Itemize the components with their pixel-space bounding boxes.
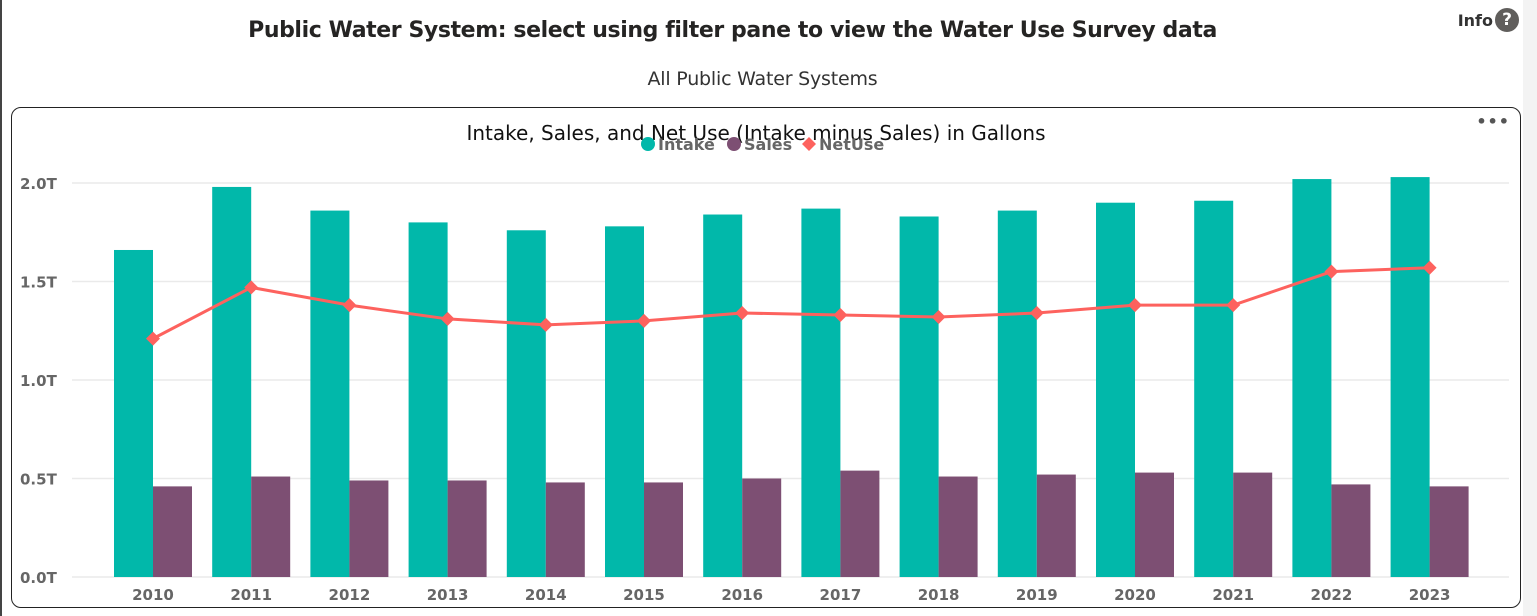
- x-tick-label: 2018: [918, 586, 960, 604]
- y-tick-label: 0.0T: [20, 569, 58, 587]
- x-tick-label: 2021: [1212, 586, 1254, 604]
- netuse-point: [735, 306, 750, 321]
- x-tick-label: 2022: [1311, 586, 1353, 604]
- bar-sales: [938, 476, 978, 577]
- bar-sales: [1429, 486, 1469, 577]
- legend-marker-netuse: [802, 137, 816, 151]
- ellipsis-icon[interactable]: •••: [1476, 112, 1510, 131]
- y-tick-label: 2.0T: [20, 175, 58, 193]
- netuse-point: [637, 313, 651, 328]
- x-tick-label: 2010: [132, 586, 174, 604]
- chart-title: Intake, Sales, and Net Use (Intake minus…: [466, 121, 1045, 145]
- netuse-point: [1128, 298, 1142, 313]
- legend-label-netuse: NetUse: [819, 135, 884, 154]
- bar-sales: [153, 486, 192, 577]
- x-tick-label: 2013: [427, 586, 469, 604]
- bar-intake: [703, 214, 743, 577]
- bars: [114, 177, 1469, 578]
- bar-sales: [447, 480, 487, 577]
- x-tick-label: 2023: [1409, 586, 1451, 604]
- netuse-polyline: [152, 266, 1430, 340]
- legend-label-sales: Sales: [744, 135, 792, 154]
- y-tick-label: 1.5T: [20, 274, 58, 292]
- netuse-point: [1029, 306, 1044, 321]
- y-tick-label: 0.5T: [20, 471, 58, 489]
- filter-pane-strip[interactable]: [1523, 0, 1537, 616]
- netuse-point: [244, 280, 259, 295]
- legend-marker-intake: [641, 137, 655, 151]
- bar-sales: [742, 478, 782, 577]
- bar-intake: [1292, 179, 1332, 577]
- bar-intake: [1096, 202, 1135, 577]
- x-tick-label: 2019: [1016, 586, 1058, 604]
- netuse-point: [1324, 264, 1339, 279]
- bar-intake: [310, 210, 350, 577]
- x-tick-label: 2017: [820, 586, 862, 604]
- combo-chart: Intake, Sales, and Net Use (Intake minus…: [20, 121, 1509, 604]
- bar-sales: [1135, 472, 1174, 577]
- bar-sales: [1233, 472, 1273, 577]
- chart-visual: ••• Intake, Sales, and Net Use (Intake m…: [11, 107, 1521, 608]
- bar-intake: [212, 186, 252, 577]
- bar-intake: [899, 216, 939, 577]
- netuse-point: [342, 298, 357, 313]
- x-tick-label: 2016: [721, 586, 763, 604]
- bar-intake: [997, 210, 1037, 577]
- bar-sales: [349, 480, 389, 577]
- bar-sales: [251, 476, 291, 577]
- bar-sales: [1331, 484, 1371, 577]
- y-axis: 0.0T 0.5T 1.0T 1.5T 2.0T: [20, 175, 58, 587]
- netuse-point: [833, 307, 848, 322]
- left-edge-border: [0, 0, 2, 616]
- page-subtitle: All Public Water Systems: [647, 68, 878, 90]
- legend: Intake Sales NetUse: [641, 135, 884, 154]
- netuse-point: [1422, 260, 1437, 275]
- bar-intake: [801, 208, 841, 578]
- x-tick-label: 2011: [230, 586, 272, 604]
- netuse-point: [440, 311, 455, 326]
- netuse-point: [931, 309, 946, 324]
- bar-intake: [408, 222, 448, 577]
- x-tick-label: 2020: [1114, 586, 1156, 604]
- bar-intake: [605, 226, 644, 577]
- x-tick-label: 2014: [525, 586, 567, 604]
- x-tick-label: 2012: [329, 586, 371, 604]
- page-title: Public Water System: select using filter…: [248, 18, 1217, 43]
- netuse-point: [538, 317, 553, 332]
- netuse-line: [146, 260, 1437, 346]
- bar-intake: [114, 249, 153, 578]
- x-tick-label: 2015: [623, 586, 665, 604]
- netuse-point: [146, 331, 160, 346]
- bar-intake: [506, 230, 546, 577]
- legend-label-intake: Intake: [658, 135, 715, 154]
- legend-marker-sales: [727, 137, 741, 151]
- bar-sales: [1036, 474, 1076, 577]
- info-label: Info: [1457, 10, 1493, 30]
- bar-sales: [545, 482, 585, 577]
- bar-intake: [1194, 200, 1234, 577]
- question-circle-icon: ?: [1495, 8, 1519, 32]
- info-button[interactable]: Info ?: [1458, 8, 1519, 32]
- x-axis: 2010 2011 2012 2013 2014 2015 2016 2017 2018 2019…: [132, 586, 1450, 604]
- netuse-point: [1226, 298, 1241, 313]
- bar-intake: [1390, 177, 1430, 577]
- bar-sales: [644, 482, 683, 577]
- bar-sales: [840, 470, 880, 577]
- y-tick-label: 1.0T: [20, 372, 58, 390]
